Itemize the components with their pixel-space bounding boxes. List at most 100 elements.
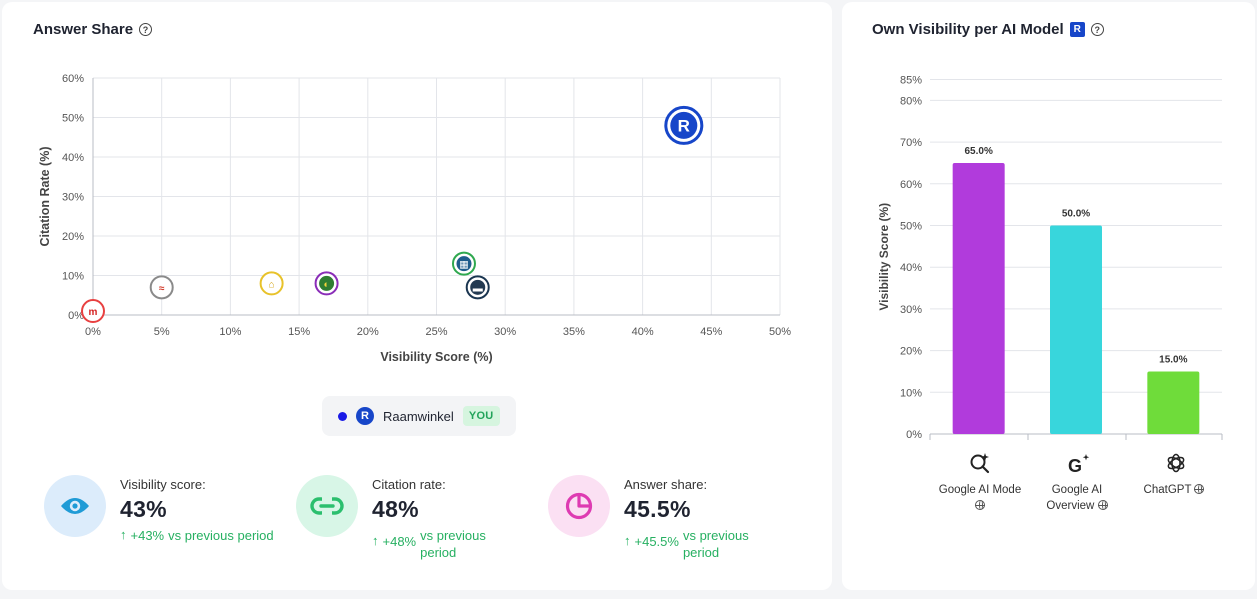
answer-share-metric: Answer share: 45.5% ↑ +45.5% vs previous… — [548, 475, 759, 561]
scatter-point-letter: m — [89, 307, 98, 318]
scatter-point-logo — [319, 275, 335, 291]
y-tick-label: 30% — [900, 304, 922, 316]
delta-note: vs previous period — [420, 528, 486, 560]
answer-share-title: Answer Share ? — [33, 21, 153, 38]
delta-value: +43% — [130, 528, 165, 543]
y-tick-label: 10% — [900, 387, 922, 399]
legend-label: Raamwinkel — [383, 408, 454, 424]
x-tick-label: 10% — [219, 326, 241, 338]
scatter-point-logo — [85, 303, 101, 319]
arrow-up-icon: ↑ — [120, 527, 127, 542]
y-tick-label: 85% — [900, 75, 922, 87]
scatter-point-letter: ▦ — [459, 260, 468, 271]
globe-icon[interactable] — [1097, 500, 1108, 510]
x-tick-label: 30% — [494, 326, 516, 338]
scatter-point: ▦ — [451, 251, 476, 276]
model-name: Google AI — [1051, 484, 1103, 496]
metric-label: Answer share: — [624, 477, 708, 492]
bar-value-label: 15.0% — [1159, 354, 1187, 365]
scatter-point: m — [81, 299, 105, 324]
x-axis-title: Visibility Score (%) — [380, 350, 492, 364]
metric-label: Visibility score: — [120, 477, 206, 492]
scatter-point: ⌂ — [259, 271, 284, 296]
globe-icon[interactable] — [975, 500, 985, 510]
y-tick-label: 60% — [62, 73, 84, 85]
scatter-point: ≈ — [149, 275, 174, 300]
answer-share-title-text: Answer Share — [33, 21, 134, 38]
y-tick-label: 0% — [68, 310, 84, 322]
raamwinkel-badge-icon: R — [1069, 22, 1085, 37]
pie-chart-icon — [548, 475, 610, 537]
delta-note: vs previous period — [168, 528, 274, 543]
model-label-google-ai-mode: Google AI Mode — [930, 482, 1030, 514]
link-icon — [296, 475, 358, 537]
y-tick-label: 50% — [62, 113, 84, 125]
chatgpt-icon — [1165, 452, 1187, 479]
x-tick-label: 25% — [425, 326, 447, 338]
own-visibility-title: Own Visibility per AI Model R ? — [872, 21, 1104, 38]
scatter-point: ◐ — [314, 271, 339, 296]
metric-label: Citation rate: — [372, 477, 446, 492]
x-tick-label: 0% — [85, 326, 101, 338]
y-tick-label: 20% — [62, 231, 84, 243]
delta-value: +48% — [382, 534, 417, 549]
help-icon[interactable]: ? — [1090, 23, 1104, 36]
y-tick-label: 70% — [900, 137, 922, 149]
x-tick-label: 45% — [700, 326, 722, 338]
scatter-point: ▬ — [465, 275, 490, 300]
y-tick-label: 30% — [62, 192, 84, 204]
eye-icon — [44, 475, 106, 537]
bar — [1050, 225, 1102, 434]
model-label-chatgpt: ChatGPT — [1134, 482, 1214, 498]
visibility-bar-chart: 0% 10% 20% 30% 40% 50% 60% 70% 80% 85% Visibility … — [877, 75, 1223, 441]
scatter-point-logo — [264, 275, 280, 291]
you-badge: YOU — [462, 406, 500, 426]
y-axis-title: Citation Rate (%) — [38, 147, 52, 247]
chart-legend[interactable]: R Raamwinkel YOU — [322, 396, 516, 436]
y-tick-label: 20% — [900, 346, 922, 358]
model-label-google-ai-overview: Google AI Overview — [1037, 482, 1117, 514]
visibility-score-metric: Visibility score: 43% ↑ +43% vs previous… — [44, 475, 274, 544]
scatter-point: R — [664, 105, 704, 145]
help-icon[interactable]: ? — [139, 23, 153, 36]
own-visibility-card: Own Visibility per AI Model R ? 0% 10% 20%… — [842, 2, 1255, 590]
search-sparkle-icon — [969, 452, 991, 479]
bar — [1147, 371, 1200, 434]
y-tick-label: 40% — [900, 262, 922, 274]
scatter-point-letter: ⌂ — [269, 279, 275, 290]
answer-share-scatter-chart: 0% 5% 10% 15% 20% 25% 30% 35% 40% 45% 50% 0% 10% 20% 3… — [38, 73, 791, 364]
answer-share-card: Answer Share ? 0% 5% 10% 15% 20% 25% 30% 35% 40%… — [2, 2, 832, 590]
citation-rate-metric: Citation rate: 48% ↑ +48% vs previous pe… — [296, 475, 496, 561]
google-sparkle-icon: G — [1067, 453, 1091, 480]
scatter-point-letter: R — [678, 116, 690, 135]
metric-value: 48% — [372, 496, 419, 522]
metric-delta: ↑ +48% vs previous period — [372, 527, 496, 561]
metric-value: 43% — [120, 496, 167, 522]
bar-value-label: 50.0% — [1062, 209, 1090, 220]
scatter-point-letter: ≈ — [159, 283, 165, 294]
metric-delta: ↑ +45.5% vs previous period — [624, 527, 759, 561]
bar-value-label: 65.0% — [964, 146, 992, 157]
scatter-point-letter: ◐ — [324, 279, 330, 290]
delta-value: +45.5% — [634, 534, 679, 549]
legend-dot — [338, 411, 347, 421]
scatter-point-logo — [456, 256, 472, 272]
svg-text:G: G — [1068, 456, 1082, 475]
metric-delta: ↑ +43% vs previous period — [120, 527, 274, 544]
y-axis-title: Visibility Score (%) — [877, 203, 891, 311]
x-tick-label: 5% — [154, 326, 170, 338]
x-tick-label: 40% — [632, 326, 654, 338]
scatter-point-logo — [670, 111, 698, 139]
scatter-point-logo — [470, 279, 486, 295]
x-tick-label: 15% — [288, 326, 310, 338]
x-tick-label: 20% — [357, 326, 379, 338]
y-tick-label: 40% — [62, 152, 84, 164]
model-name-line2: Overview — [1046, 500, 1095, 512]
y-tick-label: 80% — [900, 95, 922, 107]
x-tick-label: 35% — [563, 326, 585, 338]
model-name: Google AI Mode — [938, 484, 1022, 496]
globe-icon[interactable] — [1194, 484, 1205, 494]
arrow-up-icon: ↑ — [624, 533, 631, 548]
bar — [952, 162, 1005, 434]
model-name: ChatGPT — [1143, 484, 1192, 496]
